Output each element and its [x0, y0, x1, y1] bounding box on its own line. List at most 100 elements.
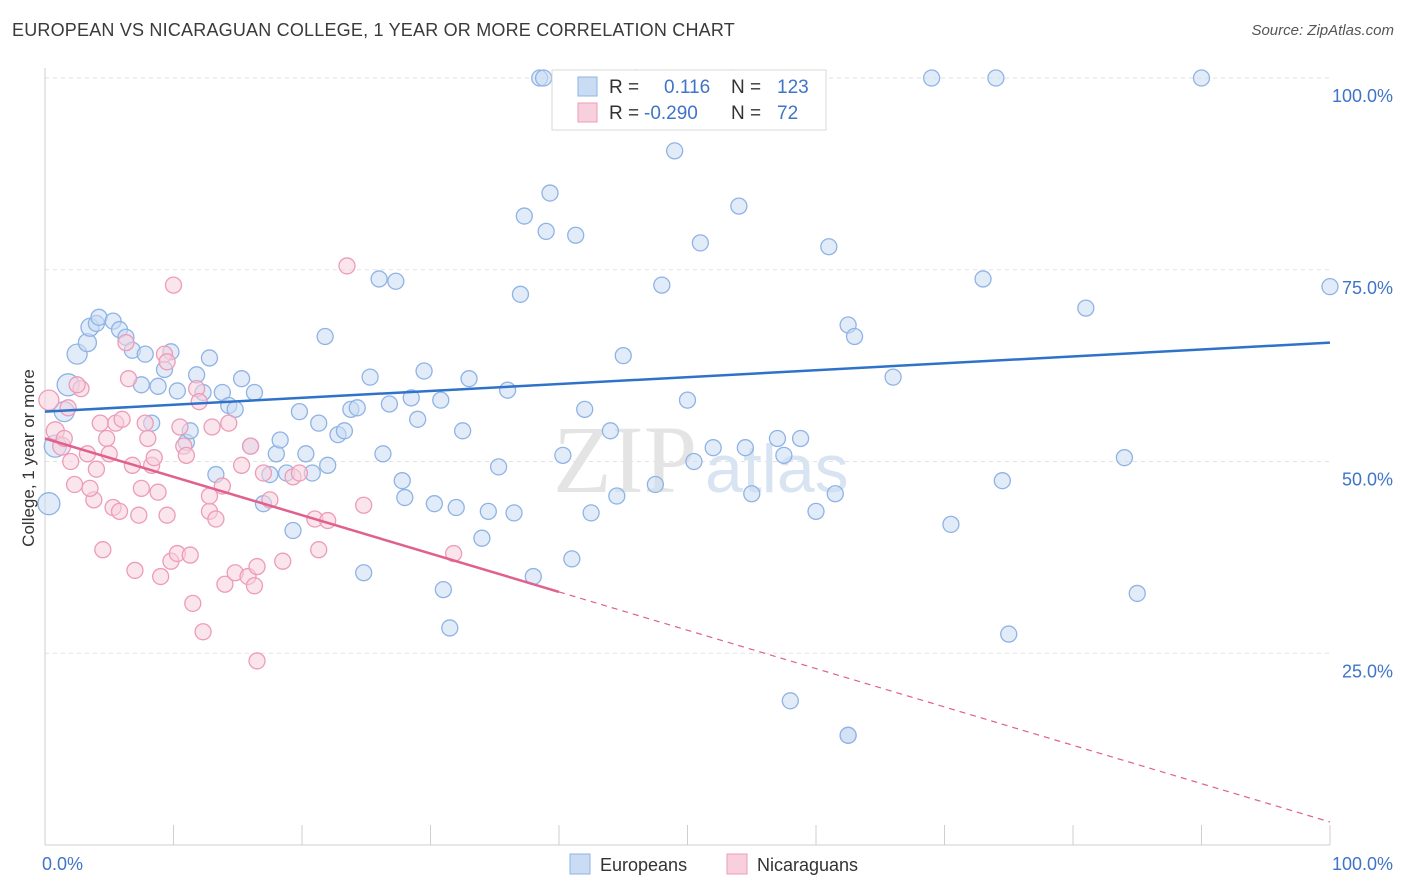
point-europeans: [993, 472, 1011, 490]
point-europeans: [434, 580, 453, 599]
legend-item-europeans[interactable]: Europeans: [569, 853, 687, 875]
point-europeans: [923, 69, 941, 87]
point-europeans: [432, 391, 450, 409]
stats-n-value: 72: [777, 103, 798, 124]
point-nicaraguans: [126, 561, 144, 580]
point-europeans: [316, 327, 334, 346]
point-europeans: [479, 502, 497, 521]
stats-box: R = 0.116 N = 123 R = -0.290 N = 72: [551, 69, 827, 131]
point-nicaraguans: [110, 502, 129, 521]
point-europeans: [1077, 299, 1095, 317]
point-nicaraguans: [62, 452, 80, 471]
point-europeans: [614, 347, 632, 365]
point-nicaraguans: [145, 449, 163, 467]
point-nicaraguans: [220, 414, 238, 432]
point-europeans: [775, 446, 793, 465]
point-europeans: [826, 485, 844, 503]
point-europeans: [310, 414, 328, 432]
point-europeans: [736, 439, 754, 457]
point-europeans: [554, 446, 572, 465]
chart-title: EUROPEAN VS NICARAGUAN COLLEGE, 1 YEAR O…: [12, 20, 735, 40]
point-europeans: [537, 222, 555, 241]
point-europeans: [730, 197, 748, 215]
point-nicaraguans: [338, 257, 356, 275]
point-nicaraguans: [190, 393, 208, 411]
point-europeans: [361, 368, 379, 386]
point-nicaraguans: [98, 429, 116, 448]
point-europeans: [1128, 584, 1146, 603]
point-nicaraguans: [216, 575, 234, 593]
scatter-points: [37, 69, 1339, 744]
point-europeans: [820, 238, 838, 256]
point-europeans: [511, 285, 530, 303]
point-europeans: [168, 382, 187, 400]
point-europeans: [974, 270, 992, 288]
legend-item-nicaraguans[interactable]: Nicaraguans: [726, 853, 858, 875]
point-europeans: [348, 399, 366, 417]
point-europeans: [884, 368, 902, 386]
point-europeans: [297, 445, 315, 463]
point-europeans: [743, 485, 761, 503]
point-europeans: [666, 142, 684, 160]
point-europeans: [374, 445, 392, 463]
point-europeans: [460, 370, 478, 388]
point-nicaraguans: [254, 464, 273, 482]
stats-swatch-nicaraguans: [577, 102, 598, 123]
point-nicaraguans: [248, 557, 266, 576]
point-nicaraguans: [164, 276, 183, 294]
point-nicaraguans: [248, 652, 266, 670]
point-europeans: [1115, 449, 1134, 467]
point-europeans: [1321, 277, 1339, 296]
point-nicaraguans: [68, 376, 86, 394]
point-nicaraguans: [149, 483, 167, 501]
point-europeans: [489, 458, 508, 476]
point-europeans: [653, 276, 671, 294]
point-europeans: [781, 692, 799, 710]
point-europeans: [505, 504, 523, 522]
point-europeans: [396, 488, 414, 507]
point-nicaraguans: [207, 510, 225, 528]
point-europeans: [646, 475, 665, 494]
point-nicaraguans: [151, 567, 170, 586]
point-europeans: [335, 422, 354, 440]
point-europeans: [453, 422, 472, 440]
point-nicaraguans: [290, 464, 309, 482]
y-tick-label: 50.0%: [1342, 470, 1393, 490]
point-europeans: [567, 226, 585, 244]
stats-swatch-europeans: [577, 76, 598, 97]
point-nicaraguans: [203, 418, 221, 436]
point-europeans: [136, 345, 154, 363]
point-europeans: [576, 400, 594, 418]
point-europeans: [387, 272, 405, 290]
stats-row-europeans: R = 0.116 N = 123: [577, 76, 809, 98]
point-nicaraguans: [245, 577, 264, 595]
point-europeans: [441, 619, 459, 637]
legend: Europeans Nicaraguans: [569, 853, 858, 875]
point-europeans: [290, 402, 309, 421]
point-nicaraguans: [181, 546, 199, 564]
point-europeans: [942, 515, 960, 534]
tick-labels: 25.0% 50.0% 75.0% 100.0% 0.0% 100.0%: [42, 86, 1393, 874]
point-europeans: [408, 410, 427, 428]
point-nicaraguans: [38, 389, 60, 411]
point-nicaraguans: [130, 506, 148, 524]
point-nicaraguans: [81, 479, 99, 497]
point-europeans: [393, 472, 411, 490]
point-europeans: [271, 431, 289, 449]
stats-n-label: N =: [731, 77, 761, 98]
point-europeans: [691, 234, 709, 252]
point-europeans: [415, 362, 433, 380]
point-europeans: [534, 69, 553, 87]
point-nicaraguans: [158, 506, 176, 524]
point-europeans: [768, 429, 787, 448]
y-tick-label: 100.0%: [1332, 86, 1393, 106]
point-nicaraguans: [177, 446, 196, 465]
point-europeans: [563, 550, 581, 568]
point-europeans: [402, 389, 420, 407]
trend-line-nicaraguans-extension: [558, 591, 1331, 823]
stats-row-nicaraguans: R = -0.290 N = 72: [577, 102, 798, 124]
point-nicaraguans: [119, 370, 138, 388]
trend-line-nicaraguans: [44, 437, 560, 594]
point-nicaraguans: [113, 410, 131, 428]
y-tick-label: 75.0%: [1342, 278, 1393, 298]
